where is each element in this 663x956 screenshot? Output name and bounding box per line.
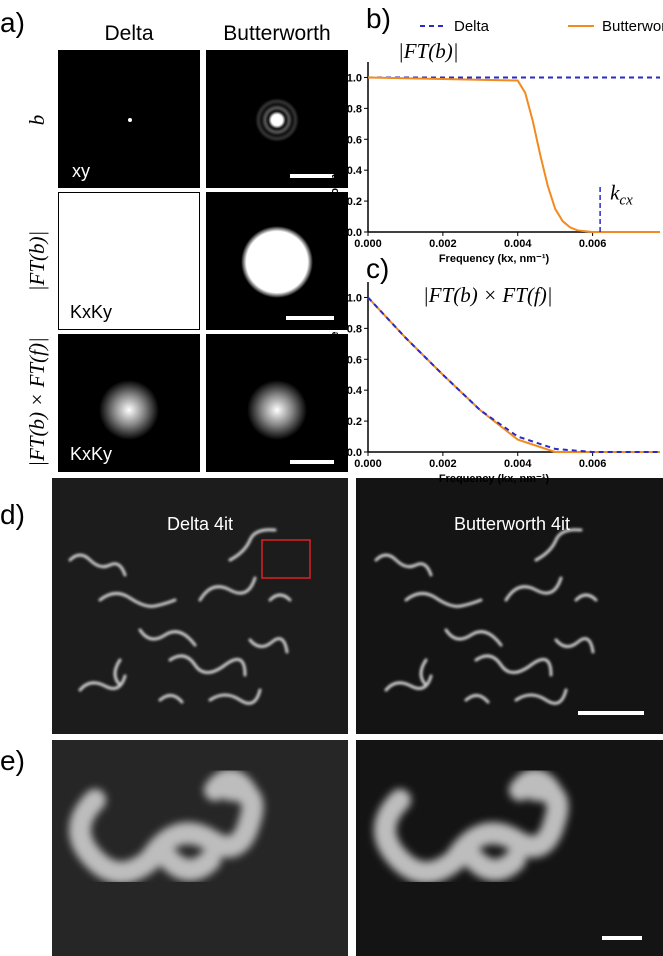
y-tick-label: 0.0 bbox=[347, 447, 362, 459]
image-label: Butterworth 4it bbox=[454, 514, 570, 534]
y-tick-label: 1.0 bbox=[347, 72, 362, 84]
marker-label-main: k bbox=[610, 181, 620, 205]
row-label: b bbox=[25, 115, 49, 126]
legend-label: Delta bbox=[454, 18, 490, 35]
psf-images bbox=[58, 50, 348, 472]
marker-label: kcx bbox=[610, 181, 633, 209]
x-axis-title: Frequency (kx, nm⁻¹) bbox=[439, 253, 550, 265]
y-tick-label: 1.0 bbox=[347, 292, 362, 304]
panel-label: c) bbox=[366, 253, 389, 284]
y-tick-label: 0.4 bbox=[347, 165, 363, 177]
row-label: |FT(b)| bbox=[25, 231, 49, 292]
x-tick-label: 0.002 bbox=[429, 458, 457, 470]
annotation: |FT(b)| bbox=[398, 39, 459, 63]
image-label: KxKy bbox=[70, 302, 112, 322]
zoom-images bbox=[52, 740, 663, 956]
y-tick-label: 0.2 bbox=[347, 196, 362, 208]
y-tick-label: 0.6 bbox=[347, 354, 362, 366]
panel-label: d) bbox=[0, 499, 25, 530]
panel-label: b) bbox=[366, 3, 391, 34]
column-header: Butterworth bbox=[223, 22, 330, 45]
series-line bbox=[367, 296, 660, 453]
y-tick-label: 0.8 bbox=[347, 323, 362, 335]
marker-label-sub: cx bbox=[619, 193, 633, 209]
x-tick-label: 0.000 bbox=[354, 238, 382, 250]
x-tick-label: 0.002 bbox=[429, 238, 457, 250]
y-tick-label: 0.2 bbox=[347, 416, 362, 428]
legend-label: Butterworth bbox=[602, 18, 663, 35]
image-label: xy bbox=[72, 161, 90, 181]
panel-label: a) bbox=[0, 7, 25, 38]
y-axis-title: Normalized Value bbox=[329, 331, 341, 422]
microscopy-images bbox=[52, 478, 663, 734]
series-line bbox=[367, 76, 660, 233]
x-tick-label: 0.006 bbox=[579, 458, 607, 470]
y-tick-label: 0.6 bbox=[347, 134, 362, 146]
image-label: KxKy bbox=[70, 444, 112, 464]
annotation: |FT(b) × FT(f)| bbox=[423, 283, 553, 307]
x-tick-label: 0.006 bbox=[579, 238, 607, 250]
y-tick-label: 0.8 bbox=[347, 103, 362, 115]
y-tick-label: 0.0 bbox=[347, 227, 362, 239]
column-header: Delta bbox=[104, 22, 153, 45]
image-label: Delta 4it bbox=[167, 514, 233, 534]
row-label: |FT(b) × FT(f)| bbox=[25, 337, 49, 467]
x-tick-label: 0.000 bbox=[354, 458, 382, 470]
series-line bbox=[367, 296, 660, 453]
x-tick-label: 0.004 bbox=[504, 458, 532, 470]
y-tick-label: 0.4 bbox=[347, 385, 363, 397]
panel-label: e) bbox=[0, 745, 25, 776]
y-axis-title: Normalized Value bbox=[329, 111, 341, 202]
x-tick-label: 0.004 bbox=[504, 238, 532, 250]
x-axis-title: Frequency (kx, nm⁻¹) bbox=[439, 473, 550, 485]
